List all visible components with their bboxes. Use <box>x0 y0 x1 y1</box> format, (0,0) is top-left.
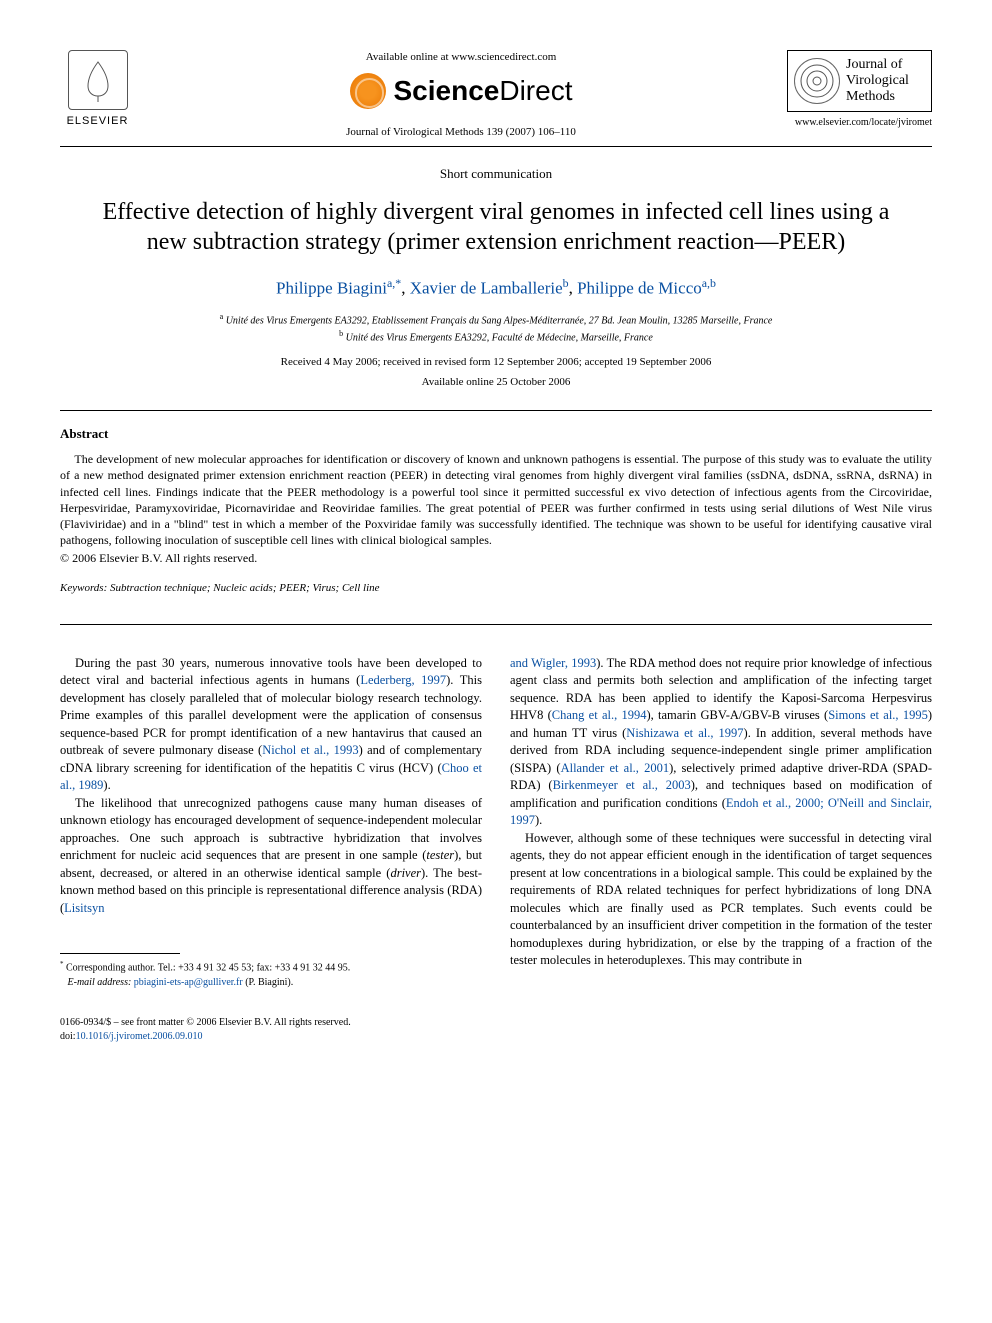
header-divider <box>60 146 932 147</box>
body-columns: During the past 30 years, numerous innov… <box>60 624 932 990</box>
body-paragraph: However, although some of these techniqu… <box>510 830 932 970</box>
abstract-copyright: © 2006 Elsevier B.V. All rights reserved… <box>60 550 932 566</box>
citation-link[interactable]: Nichol et al., 1993 <box>262 743 358 757</box>
body-paragraph: The likelihood that unrecognized pathoge… <box>60 795 482 918</box>
elsevier-label: ELSEVIER <box>67 114 129 129</box>
doi-link[interactable]: 10.1016/j.jviromet.2006.09.010 <box>76 1031 203 1042</box>
footer-doi: doi:10.1016/j.jviromet.2006.09.010 <box>60 1030 932 1044</box>
keywords-line: Keywords: Subtraction technique; Nucleic… <box>60 581 932 596</box>
received-dates: Received 4 May 2006; received in revised… <box>60 355 932 370</box>
page-footer: 0166-0934/$ – see front matter © 2006 El… <box>60 1016 932 1044</box>
journal-logo-box: Journal of Virological Methods <box>787 50 932 112</box>
affiliations: a Unité des Virus Emergents EA3292, Etab… <box>60 311 932 346</box>
footer-copyright: 0166-0934/$ – see front matter © 2006 El… <box>60 1016 932 1030</box>
header-row: ELSEVIER Available online at www.science… <box>60 50 932 140</box>
article-type: Short communication <box>60 165 932 183</box>
abstract-heading: Abstract <box>60 425 932 443</box>
journal-reference: Journal of Virological Methods 139 (2007… <box>155 125 767 140</box>
sciencedirect-icon <box>350 73 386 109</box>
elsevier-logo: ELSEVIER <box>60 50 135 135</box>
article-title: Effective detection of highly divergent … <box>60 197 932 257</box>
right-column: and Wigler, 1993). The RDA method does n… <box>510 655 932 990</box>
citation-link[interactable]: Allander et al., 2001 <box>561 761 670 775</box>
abstract-top-divider <box>60 410 932 411</box>
citation-link[interactable]: Simons et al., 1995 <box>828 708 928 722</box>
journal-url: www.elsevier.com/locate/jviromet <box>787 116 932 130</box>
journal-logo-icon <box>794 58 840 104</box>
citation-link[interactable]: Lisitsyn <box>64 901 104 915</box>
author-link[interactable]: Philippe Biagini <box>276 279 387 298</box>
available-online-text: Available online at www.sciencedirect.co… <box>155 50 767 65</box>
citation-link[interactable]: Nishizawa et al., 1997 <box>626 726 743 740</box>
left-column: During the past 30 years, numerous innov… <box>60 655 482 990</box>
citation-link[interactable]: Chang et al., 1994 <box>552 708 647 722</box>
citation-link[interactable]: and Wigler, 1993 <box>510 656 596 670</box>
email-link[interactable]: pbiagini-ets-ap@gulliver.fr <box>134 977 243 988</box>
authors-line: Philippe Biaginia,*, Xavier de Lamballer… <box>60 275 932 300</box>
author-link[interactable]: Philippe de Micco <box>577 279 702 298</box>
center-header: Available online at www.sciencedirect.co… <box>135 50 787 140</box>
citation-link[interactable]: Lederberg, 1997 <box>360 673 446 687</box>
citation-link[interactable]: Birkenmeyer et al., 2003 <box>553 778 691 792</box>
abstract-body: The development of new molecular approac… <box>60 451 932 566</box>
body-paragraph: During the past 30 years, numerous innov… <box>60 655 482 795</box>
footnote-separator <box>60 953 180 954</box>
journal-logo-wrapper: Journal of Virological Methods www.elsev… <box>787 50 932 130</box>
author-link[interactable]: Xavier de Lamballerie <box>410 279 563 298</box>
online-date: Available online 25 October 2006 <box>60 375 932 390</box>
journal-logo-text: Journal of Virological Methods <box>846 57 909 105</box>
elsevier-tree-icon <box>68 50 128 110</box>
sciencedirect-text: ScienceDirect <box>394 71 573 110</box>
body-paragraph: and Wigler, 1993). The RDA method does n… <box>510 655 932 830</box>
sciencedirect-logo: ScienceDirect <box>155 71 767 110</box>
corresponding-author-footnote: * Corresponding author. Tel.: +33 4 91 3… <box>60 960 482 989</box>
